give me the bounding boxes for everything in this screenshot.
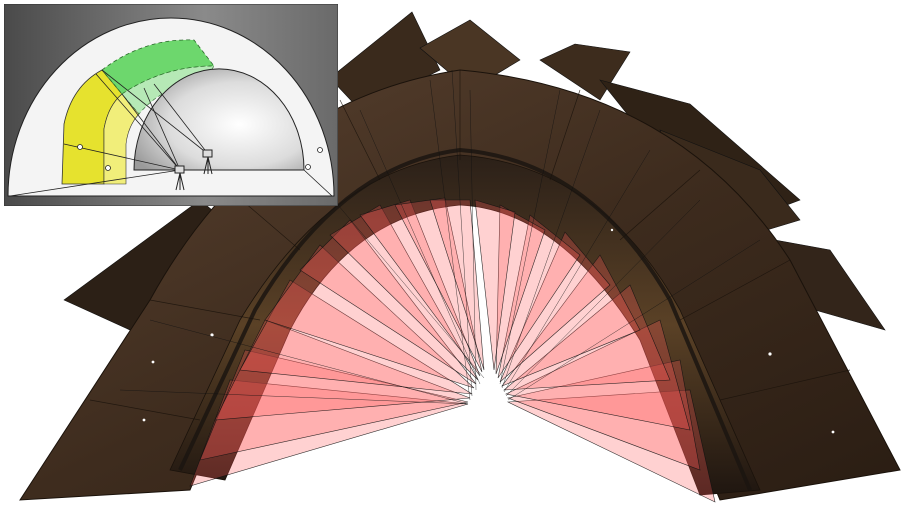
frustum-right-4 — [503, 284, 671, 391]
tunnel-schematic-inset — [4, 4, 338, 206]
frustum-left-1 — [189, 379, 469, 487]
target-markers — [142, 228, 835, 434]
camera-frustums — [189, 197, 716, 503]
frustum-right-3 — [505, 319, 691, 431]
camera-rays — [119, 69, 761, 405]
frustum-right-2 — [506, 359, 701, 471]
frustum-right-1 — [506, 389, 716, 503]
camera-tripod-left — [174, 165, 185, 191]
frustum-left-7 — [329, 204, 479, 381]
frustum-left-9 — [394, 197, 483, 373]
camera-tripod-right — [202, 149, 213, 175]
frustum-right-5 — [501, 254, 641, 387]
frustum-left-10 — [429, 199, 485, 371]
frustum-left-8 — [359, 199, 481, 377]
inset-target-markers — [77, 144, 323, 171]
frustum-right-7 — [497, 214, 581, 379]
frustum-right-9 — [474, 199, 516, 371]
frustum-right-8 — [495, 204, 546, 375]
frustum-left-5 — [264, 244, 475, 389]
frustum-left-4 — [239, 279, 473, 395]
inset-camera-rays — [9, 69, 333, 197]
frustum-left-6 — [299, 219, 477, 385]
